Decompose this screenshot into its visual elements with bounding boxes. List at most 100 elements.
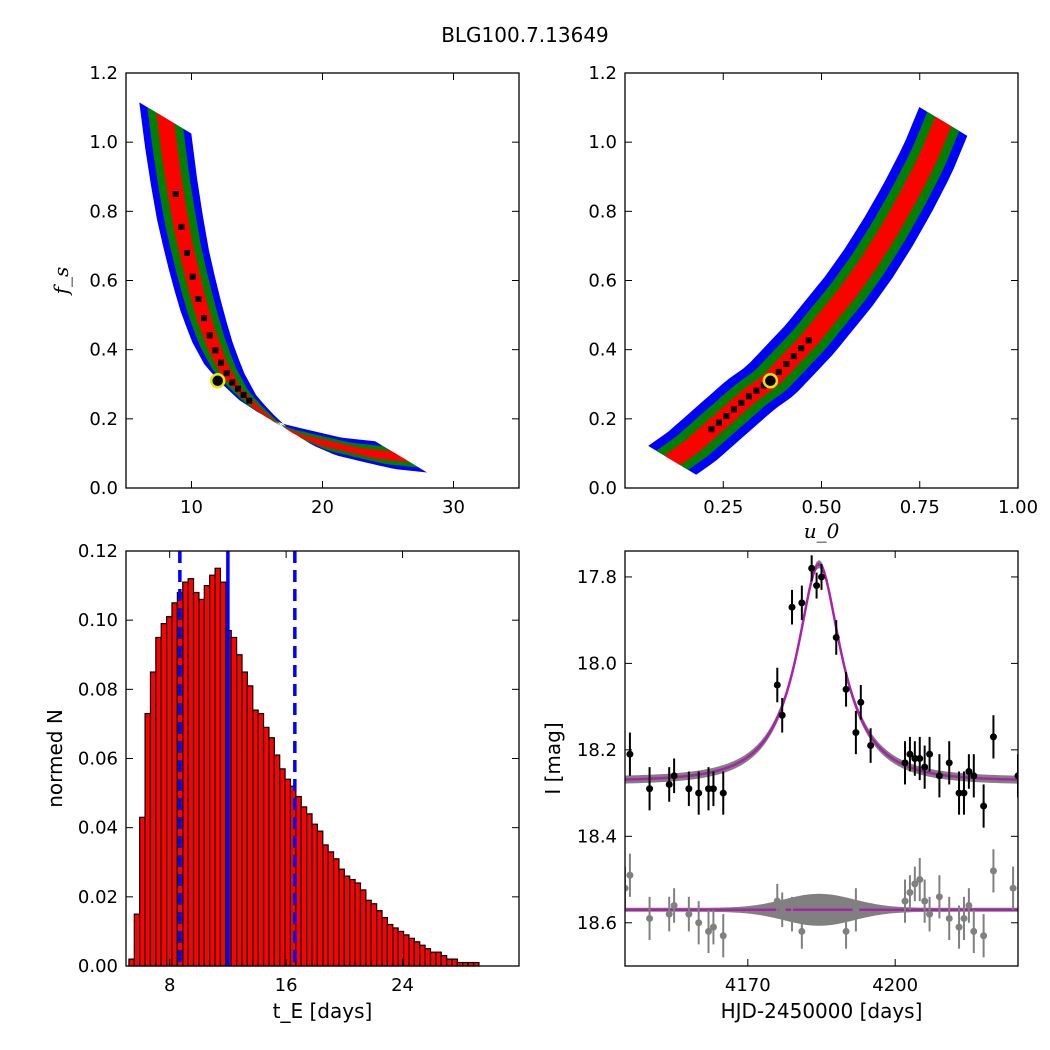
histogram-bar [354,882,362,967]
y-tick-label: 0.8 [89,201,118,222]
chain-sample [223,370,230,377]
chain-sample [246,397,253,404]
histogram-bar [392,927,399,967]
chain-sample [730,406,737,413]
data-point [867,742,875,750]
histogram-bar [182,581,189,967]
residual-point [970,927,978,935]
residual-point [665,910,673,918]
y-tick-label: 0.2 [89,409,118,430]
y-axis-label: f_s [49,267,73,297]
histogram-bar [408,937,415,967]
data-point [773,681,781,689]
chain-sample [195,295,202,302]
chain-sample [212,347,219,354]
data-point [719,789,727,797]
residual-point [709,923,717,931]
residual-point [670,901,678,909]
data-point [685,785,693,793]
x-tick-label: 10 [180,497,203,518]
histogram-bar [376,910,383,967]
residual-point [965,901,973,909]
y-tick-label: 0.4 [588,340,617,361]
data-point [980,802,988,810]
histogram-bar [284,778,292,967]
histogram-bar [192,591,200,967]
data-point [813,582,821,590]
chain-sample [189,273,196,280]
data-point [818,573,825,581]
chain-sample [723,413,730,420]
chain-sample [206,332,213,339]
histogram-bar [149,671,157,967]
histogram-bar [230,636,238,967]
data-point [842,685,850,693]
x-axis-label: t_E [days] [273,999,373,1023]
data-point [778,711,786,719]
histogram-bar [370,903,378,967]
y-tick-label: 18.4 [577,826,617,847]
y-tick-label: 0.06 [78,749,118,770]
histogram-bar [268,737,275,967]
x-tick-label: 16 [275,975,298,996]
histogram-bar [306,813,313,967]
histogram-bar [214,567,222,967]
confidence-region-middle [656,111,960,470]
chain-sample [790,353,797,360]
data-point [945,759,953,767]
x-tick-label: 20 [311,497,334,518]
histogram-bar [338,868,345,967]
data-point [1014,772,1018,780]
y-tick-label: 18.2 [577,740,617,761]
data-point [921,763,929,771]
model-envelope [625,559,1018,784]
data-point [852,729,860,737]
residual-point [842,927,850,935]
residual-point [626,871,634,879]
histogram-bar [386,923,394,967]
data-point [798,599,806,607]
axes-frame [624,550,1019,967]
panel-light-curve: 4170 4200 17.8 18.0 18.2 18.4 18.6 I [mag] HJD-2… [541,550,1019,1023]
data-point [901,759,909,767]
chain-sample [760,382,767,389]
histogram-bar [429,951,437,967]
y-tick-label: 1.0 [588,132,617,153]
histogram-bar [166,616,173,967]
residual-point [646,914,654,922]
histogram-bar [316,830,324,967]
histogram-bar [332,858,340,967]
data-point [857,698,865,706]
histogram-bar [402,934,410,967]
chain-sample [715,419,722,426]
y-tick-label: 18.6 [577,913,617,934]
chain-sample [229,379,236,386]
y-tick-label: 1.2 [89,63,118,84]
histogram-bar [349,878,356,967]
residual-point [980,932,988,940]
histogram-bar [139,816,146,967]
data-point [626,750,634,758]
data-point [646,785,654,793]
histogram-bar [257,712,265,967]
histogram-bar [359,889,367,967]
histogram-bar [327,851,335,967]
residual-point [955,923,963,931]
data-point [670,772,678,780]
data-point [665,780,673,788]
residual-point [935,893,943,901]
histogram-bar [311,823,319,967]
x-axis-label: HJD-2450000 [days] [721,999,923,1023]
chain-sample [234,385,241,392]
y-tick-label: 0.08 [78,679,118,700]
y-tick-label: 0.0 [89,478,118,499]
chain-sample [798,345,805,352]
histogram-bar [440,955,448,967]
chain-sample [708,426,715,433]
histogram-bar [446,958,453,967]
x-tick-label: 24 [391,975,414,996]
residual-point [788,910,796,918]
histogram-bar [419,944,426,967]
chain-sample [184,250,191,257]
residual-point [798,927,806,935]
